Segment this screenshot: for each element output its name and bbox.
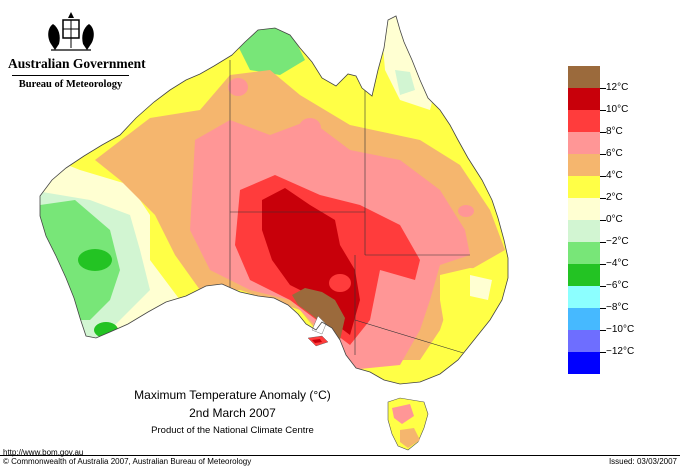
- bom-logo-block: Australian Government Bureau of Meteorol…: [8, 10, 146, 90]
- map-producer: Product of the National Climate Centre: [151, 425, 314, 436]
- legend-label: −10°C: [606, 324, 635, 335]
- legend-label: 0°C: [606, 214, 623, 225]
- issued-date: Issued: 03/03/2007: [608, 457, 677, 466]
- map-date: 2nd March 2007: [189, 406, 276, 420]
- government-title: Australian Government: [8, 56, 146, 71]
- header-divider: [12, 75, 129, 76]
- legend-label: 2°C: [606, 192, 623, 203]
- legend-swatch: [568, 242, 600, 264]
- legend-tick: [600, 176, 606, 177]
- legend-swatch: [568, 110, 600, 132]
- legend-label: 6°C: [606, 148, 623, 159]
- copyright-text: © Commonwealth of Australia 2007, Austra…: [3, 457, 252, 466]
- legend-swatch: [568, 66, 600, 88]
- legend-tick: [600, 132, 606, 133]
- legend-tick: [600, 242, 606, 243]
- bureau-title: Bureau of Meteorology: [18, 79, 123, 90]
- legend-swatch: [568, 88, 600, 110]
- legend-swatch: [568, 220, 600, 242]
- legend-swatch: [568, 308, 600, 330]
- legend-label: −6°C: [606, 280, 629, 291]
- legend-tick: [600, 198, 606, 199]
- legend-tick: [600, 154, 606, 155]
- legend-label: −2°C: [606, 236, 629, 247]
- legend-swatch: [568, 176, 600, 198]
- coat-of-arms-icon: [47, 12, 94, 51]
- legend-tick: [600, 110, 606, 111]
- legend-swatch: [568, 154, 600, 176]
- legend-label: −12°C: [606, 346, 635, 357]
- legend-swatch: [568, 286, 600, 308]
- legend-swatch: [568, 198, 600, 220]
- legend-tick: [600, 220, 606, 221]
- legend-label: 10°C: [606, 104, 629, 115]
- legend-label: −8°C: [606, 302, 629, 313]
- footer-bar: © Commonwealth of Australia 2007, Austra…: [0, 455, 680, 468]
- legend-label: −4°C: [606, 258, 629, 269]
- legend-label: 4°C: [606, 170, 623, 181]
- legend-tick: [600, 264, 606, 265]
- legend-tick: [600, 286, 606, 287]
- legend-swatch: [568, 352, 600, 374]
- legend-swatch: [568, 132, 600, 154]
- legend-tick: [600, 88, 606, 89]
- map-title: Maximum Temperature Anomaly (°C): [134, 388, 331, 402]
- legend-tick: [600, 308, 606, 309]
- legend-tick: [600, 330, 606, 331]
- legend-swatch: [568, 264, 600, 286]
- map-title-block: Maximum Temperature Anomaly (°C) 2nd Mar…: [110, 388, 355, 436]
- legend-label: 12°C: [606, 82, 629, 93]
- legend-tick: [600, 352, 606, 353]
- legend-label: 8°C: [606, 126, 623, 137]
- website-url[interactable]: http://www.bom.gov.au: [3, 448, 84, 457]
- legend-swatch: [568, 330, 600, 352]
